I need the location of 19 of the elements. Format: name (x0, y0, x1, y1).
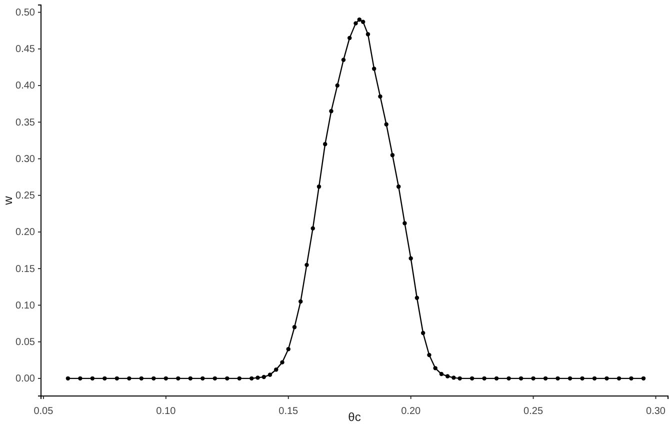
x-tick-label: 0.05 (34, 406, 54, 417)
y-tick-label: 0.00 (16, 374, 36, 385)
y-tick-label: 0.35 (16, 117, 36, 128)
y-tick-label: 0.45 (16, 44, 36, 56)
y-tick-label: 0.50 (16, 8, 36, 19)
x-axis-title: θc (348, 410, 361, 424)
y-tick-label: 0.20 (16, 227, 36, 238)
x-tick-label: 0.20 (401, 406, 421, 417)
y-axis-title: w (1, 196, 15, 206)
y-tick-label: 0.10 (16, 300, 36, 312)
y-tick-label: 0.25 (16, 190, 36, 202)
y-tick-label: 0.30 (16, 154, 36, 165)
y-tick-label: 0.40 (16, 80, 36, 92)
x-tick-label: 0.30 (646, 406, 666, 417)
y-tick-label: 0.05 (16, 337, 36, 348)
x-tick-label: 0.15 (278, 406, 299, 417)
y-tick-label: 0.15 (16, 264, 36, 275)
x-tick-label: 0.25 (524, 406, 544, 417)
x-tick-label: 0.10 (156, 406, 176, 417)
